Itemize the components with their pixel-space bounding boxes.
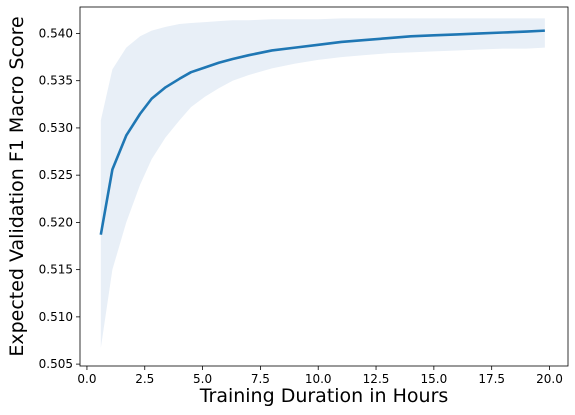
- x-tick-label: 7.5: [251, 372, 270, 386]
- confidence-band: [100, 18, 545, 349]
- y-axis-ticks: 0.505 0.510 0.515 0.520 0.525 0.530 0.535 0.540: [39, 26, 80, 371]
- series-line: [99, 29, 545, 235]
- x-tick-label: 5.0: [193, 372, 212, 386]
- x-tick-label: 12.5: [363, 372, 390, 386]
- y-tick-label: 0.515: [39, 263, 73, 277]
- y-tick-label: 0.525: [39, 168, 73, 182]
- y-tick-label: 0.510: [39, 310, 73, 324]
- x-tick-label: 0.0: [77, 372, 96, 386]
- y-tick-label: 0.505: [39, 357, 73, 371]
- x-tick-label: 17.5: [478, 372, 505, 386]
- y-tick-label: 0.530: [39, 121, 73, 135]
- x-axis-ticks: 0.0 2.5 5.0 7.5 10.0 12.5 15.0 17.5 20.0: [77, 366, 563, 386]
- x-tick-label: 15.0: [420, 372, 447, 386]
- y-tick-label: 0.540: [39, 26, 73, 40]
- y-tick-label: 0.535: [39, 74, 73, 88]
- x-tick-label: 20.0: [536, 372, 563, 386]
- confidence-band-layer: [100, 18, 545, 349]
- x-axis-label: Training Duration in Hours: [199, 385, 449, 407]
- series-line-layer: [99, 29, 545, 235]
- plot-area-frame: [79, 6, 569, 367]
- y-axis-label: Expected Validation F1 Macro Score: [6, 16, 28, 356]
- x-tick-label: 2.5: [135, 372, 154, 386]
- y-tick-label: 0.520: [39, 215, 73, 229]
- x-tick-label: 10.0: [305, 372, 332, 386]
